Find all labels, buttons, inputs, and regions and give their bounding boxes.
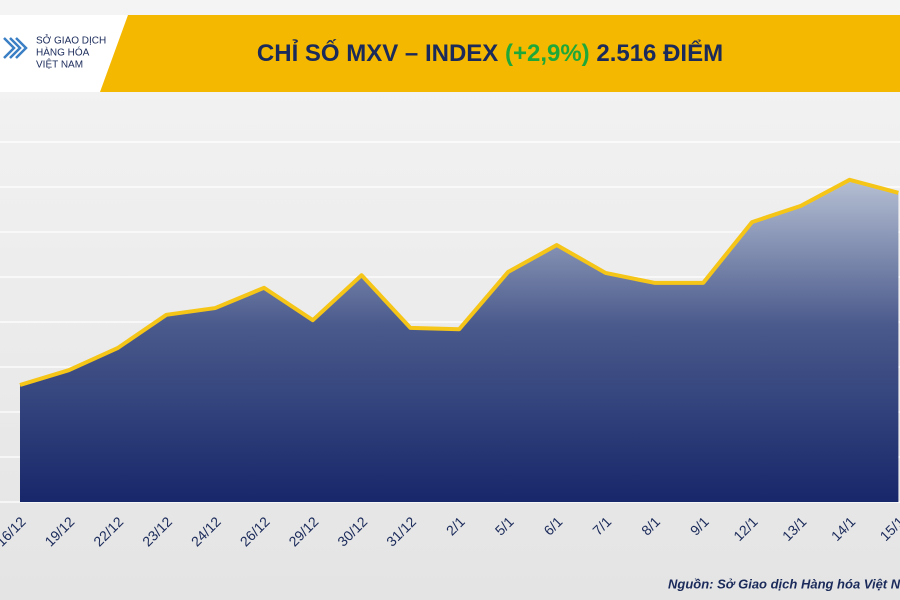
chart-title: CHỈ SỐ MXV – INDEX (+2,9%) 2.516 ĐIỂM bbox=[257, 38, 723, 67]
area bbox=[20, 179, 899, 503]
title-change: (+2,9%) bbox=[505, 40, 590, 67]
title-part: CHỈ SỐ MXV – INDEX bbox=[257, 38, 498, 67]
line bbox=[19, 177, 899, 387]
logo-text: SỞ GIAO DỊCH bbox=[36, 34, 106, 47]
logo-icon bbox=[3, 37, 28, 59]
plot: 16/12 19/12 22/12 23/12 24/12 26/12 29/12 30/12… bbox=[0, 141, 900, 550]
source: Nguồn: Sở Giao dịch Hàng hóa Việt Nam bbox=[668, 576, 900, 591]
logo-panel bbox=[0, 15, 128, 92]
title-part: 2.516 ĐIỂM bbox=[596, 39, 723, 67]
header-band bbox=[95, 15, 900, 92]
logo-text: HÀNG HÓA bbox=[36, 46, 90, 59]
logo-text: VIỆT NAM bbox=[36, 58, 83, 71]
